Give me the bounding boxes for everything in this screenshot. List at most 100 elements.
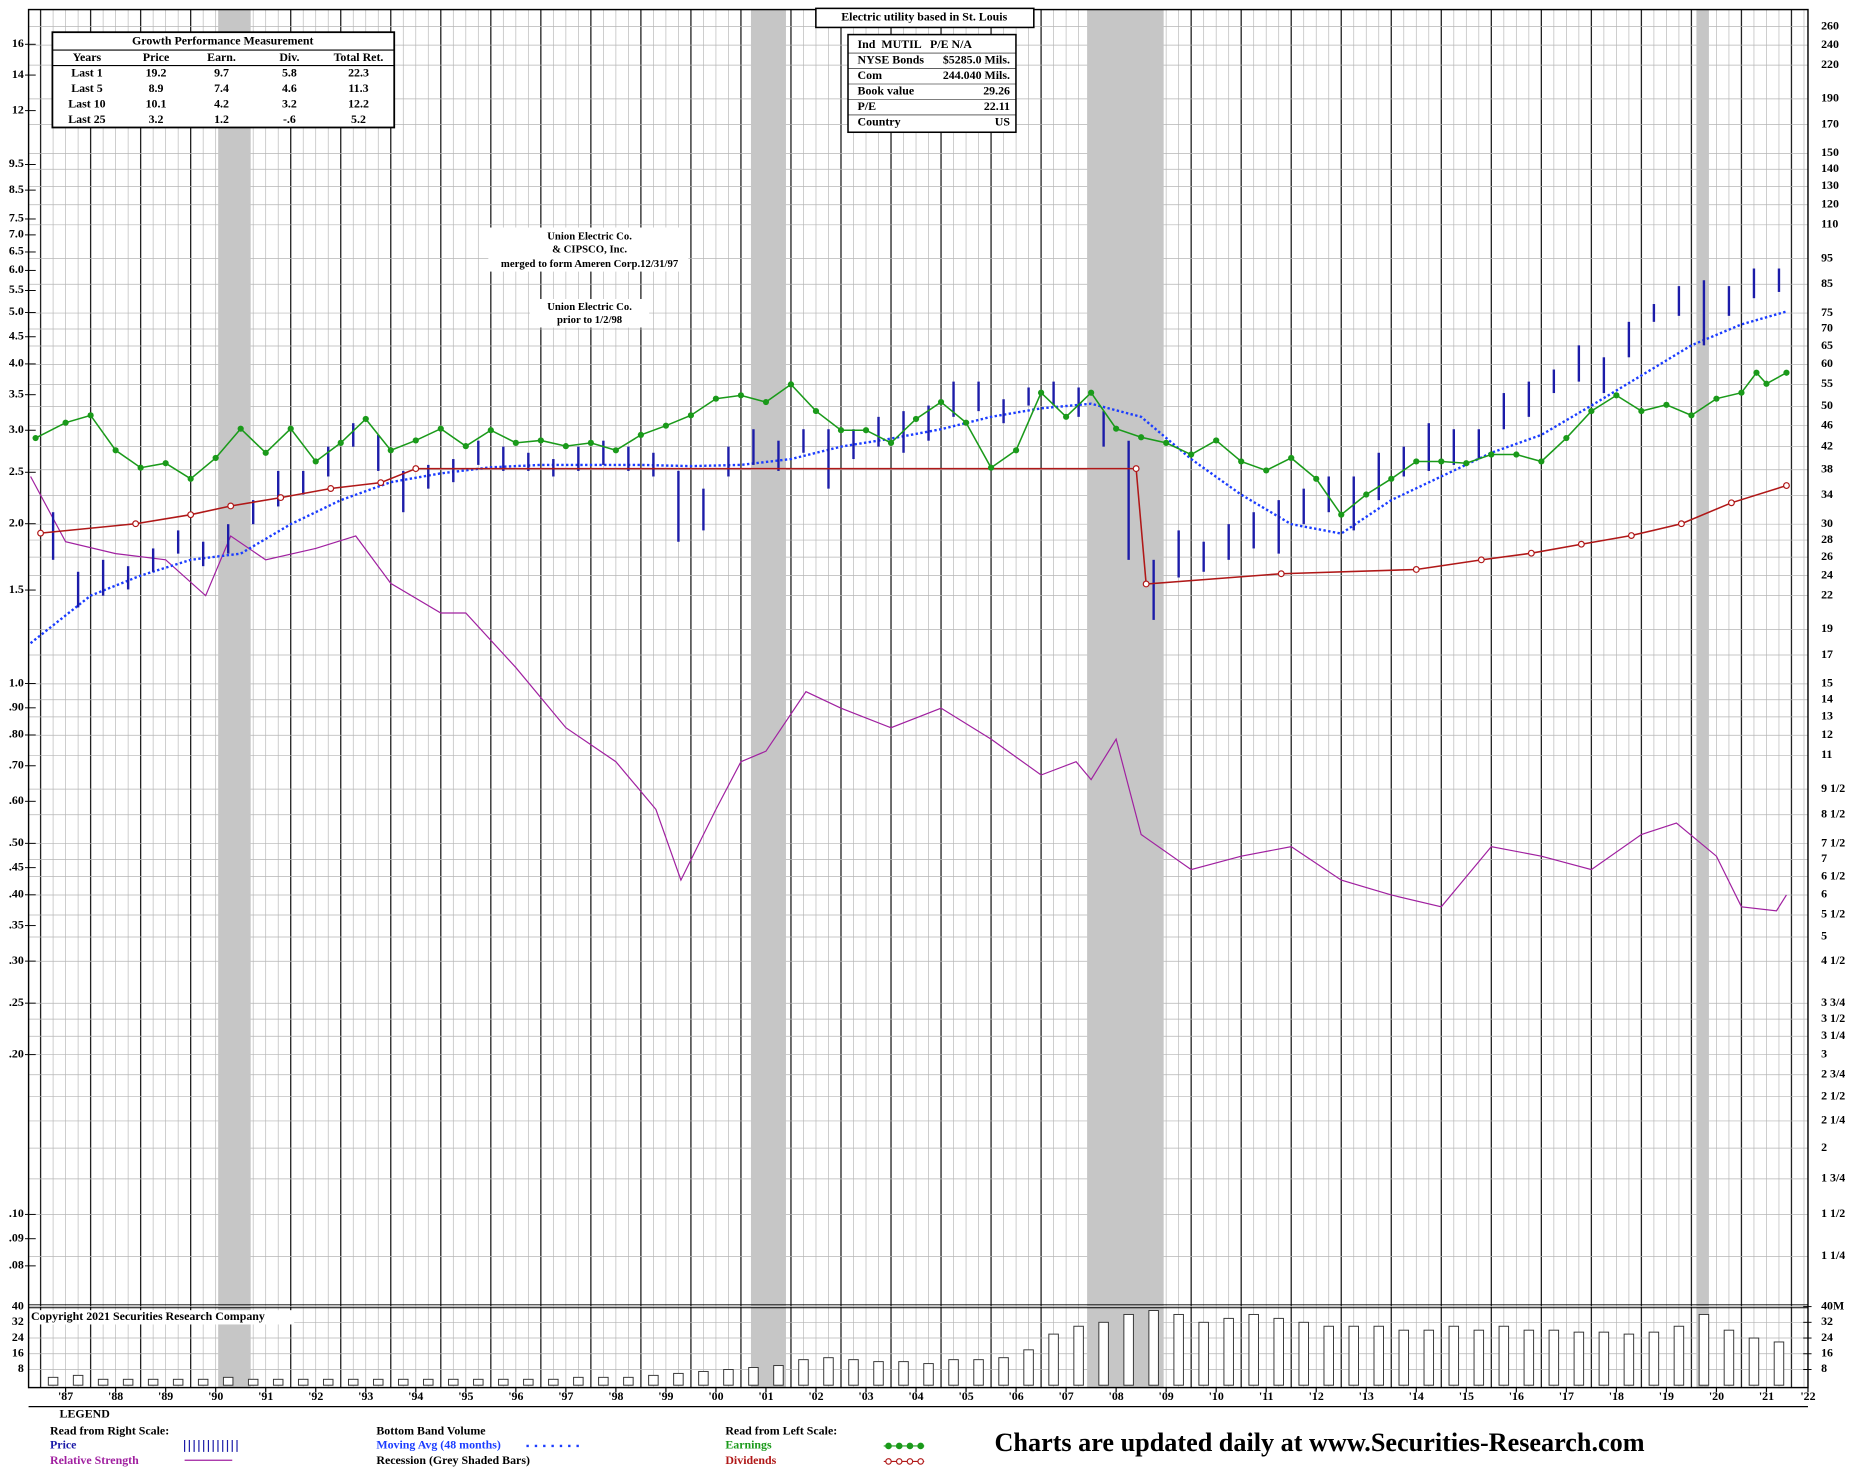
series-point bbox=[277, 494, 285, 502]
y-tick-label: .08 bbox=[9, 1258, 24, 1272]
volume-bar bbox=[698, 1370, 709, 1386]
legend-symbol bbox=[885, 1442, 892, 1450]
x-tick-label: '01 bbox=[758, 1389, 773, 1403]
volume-bar bbox=[147, 1378, 159, 1386]
info-label: Com bbox=[858, 68, 883, 82]
y2-tick-label: 70 bbox=[1821, 321, 1833, 335]
table-cell: 22.3 bbox=[348, 66, 369, 80]
x-tick-label: '12 bbox=[1309, 1389, 1324, 1403]
series-point bbox=[1727, 499, 1735, 507]
y2-tick-label: 6 1/2 bbox=[1821, 868, 1845, 882]
x-tick-label: '88 bbox=[108, 1389, 123, 1403]
table-cell: 3.2 bbox=[282, 97, 297, 111]
volume-bar bbox=[1448, 1325, 1460, 1386]
y-tick-label: 1.5 bbox=[9, 582, 24, 596]
annotation-bg bbox=[488, 227, 689, 272]
volume-bar bbox=[297, 1378, 309, 1386]
recession-bar bbox=[218, 9, 251, 1388]
series-point bbox=[1638, 407, 1645, 415]
series-point bbox=[1012, 447, 1020, 454]
series-point bbox=[187, 511, 195, 519]
series-point bbox=[1163, 439, 1170, 446]
volume-bar bbox=[473, 1378, 484, 1386]
y-tick-label: 12 bbox=[12, 102, 24, 116]
legend-entry: Bottom Band Volume bbox=[376, 1423, 485, 1437]
x-tick-label: '95 bbox=[458, 1389, 473, 1403]
y-tick-label: 2.5 bbox=[9, 464, 24, 478]
y2-tick-label: 2 3/4 bbox=[1821, 1066, 1845, 1080]
y2-tick-label: 65 bbox=[1821, 338, 1833, 352]
y2-tick-label: 28 bbox=[1821, 532, 1833, 546]
y-tick-label: 16 bbox=[12, 36, 24, 50]
legend-header: Read from Left Scale: bbox=[725, 1423, 837, 1437]
series-point bbox=[562, 443, 569, 450]
info-label: P/E bbox=[858, 99, 877, 113]
y2-tick-label: 15 bbox=[1821, 676, 1833, 690]
series-point bbox=[787, 381, 795, 388]
info-title-frame bbox=[815, 7, 1035, 29]
series-point bbox=[1713, 395, 1720, 402]
table-cell: -.6 bbox=[283, 112, 296, 126]
legend-entry: Recession (Grey Shaded Bars) bbox=[376, 1453, 530, 1467]
series-point bbox=[132, 520, 140, 528]
y2-tick-label: 46 bbox=[1821, 417, 1833, 431]
volume-bar bbox=[898, 1361, 909, 1386]
series-point bbox=[1588, 407, 1595, 415]
series-point bbox=[762, 398, 770, 406]
volume-bar bbox=[523, 1378, 534, 1386]
y-tick-label: .20 bbox=[9, 1046, 24, 1060]
y2-tick-label: 240 bbox=[1821, 37, 1839, 51]
volume-bar bbox=[1573, 1331, 1585, 1386]
y2-tick-label: 5 1/2 bbox=[1821, 907, 1845, 921]
volume-bar bbox=[1223, 1317, 1234, 1386]
legend-header: Read from Right Scale: bbox=[50, 1423, 169, 1437]
volume-bar bbox=[623, 1376, 634, 1386]
volume-bar bbox=[873, 1361, 884, 1386]
table-cell: 7.4 bbox=[214, 81, 229, 95]
series-point bbox=[1063, 413, 1070, 420]
volume-tick-label: 16 bbox=[1821, 1345, 1833, 1359]
volume-bar bbox=[573, 1376, 584, 1386]
series-point bbox=[1313, 475, 1320, 482]
y2-tick-label: 22 bbox=[1821, 587, 1833, 601]
x-tick-label: '99 bbox=[658, 1389, 673, 1403]
x-tick-label: '89 bbox=[158, 1389, 173, 1403]
volume-tick-label: 40 bbox=[12, 1298, 24, 1312]
x-tick-label: '06 bbox=[1008, 1389, 1023, 1403]
series-point bbox=[1288, 454, 1295, 462]
info-frame bbox=[847, 33, 1017, 134]
series-point bbox=[362, 415, 369, 423]
table-header: Price bbox=[143, 50, 169, 64]
volume-bar bbox=[222, 1376, 234, 1386]
y2-tick-label: 2 1/2 bbox=[1821, 1088, 1845, 1102]
recession-bar bbox=[750, 9, 786, 1388]
series-point bbox=[1412, 566, 1420, 573]
series-point bbox=[187, 475, 194, 482]
series-point bbox=[1513, 451, 1520, 458]
legend-symbol bbox=[895, 1458, 903, 1465]
series-point bbox=[637, 431, 644, 438]
volume-bar bbox=[848, 1359, 859, 1386]
volume-tick-label: 16 bbox=[12, 1345, 24, 1359]
volume-bar bbox=[1348, 1325, 1359, 1386]
table-header: Div. bbox=[279, 50, 299, 64]
y2-tick-label: 75 bbox=[1821, 305, 1833, 319]
y-tick-label: .90 bbox=[9, 700, 24, 714]
info-label: NYSE Bonds bbox=[858, 53, 925, 67]
volume-bar bbox=[748, 1367, 759, 1386]
y2-tick-label: 26 bbox=[1821, 549, 1833, 563]
y2-tick-label: 3 1/2 bbox=[1821, 1011, 1845, 1025]
volume-bar bbox=[823, 1357, 834, 1386]
series-point bbox=[1138, 434, 1145, 441]
table-cell: 8.9 bbox=[149, 81, 164, 95]
y-tick-label: 14 bbox=[12, 67, 24, 81]
volume-bar bbox=[1673, 1325, 1685, 1386]
y2-tick-label: 13 bbox=[1821, 709, 1833, 723]
series-point bbox=[62, 419, 69, 426]
volume-bar bbox=[1748, 1337, 1760, 1386]
volume-bar bbox=[1398, 1329, 1410, 1386]
y2-tick-label: 130 bbox=[1821, 178, 1839, 192]
y2-tick-label: 7 1/2 bbox=[1821, 835, 1845, 849]
x-tick-label: '19 bbox=[1659, 1389, 1674, 1403]
info-label: Country bbox=[858, 114, 901, 128]
